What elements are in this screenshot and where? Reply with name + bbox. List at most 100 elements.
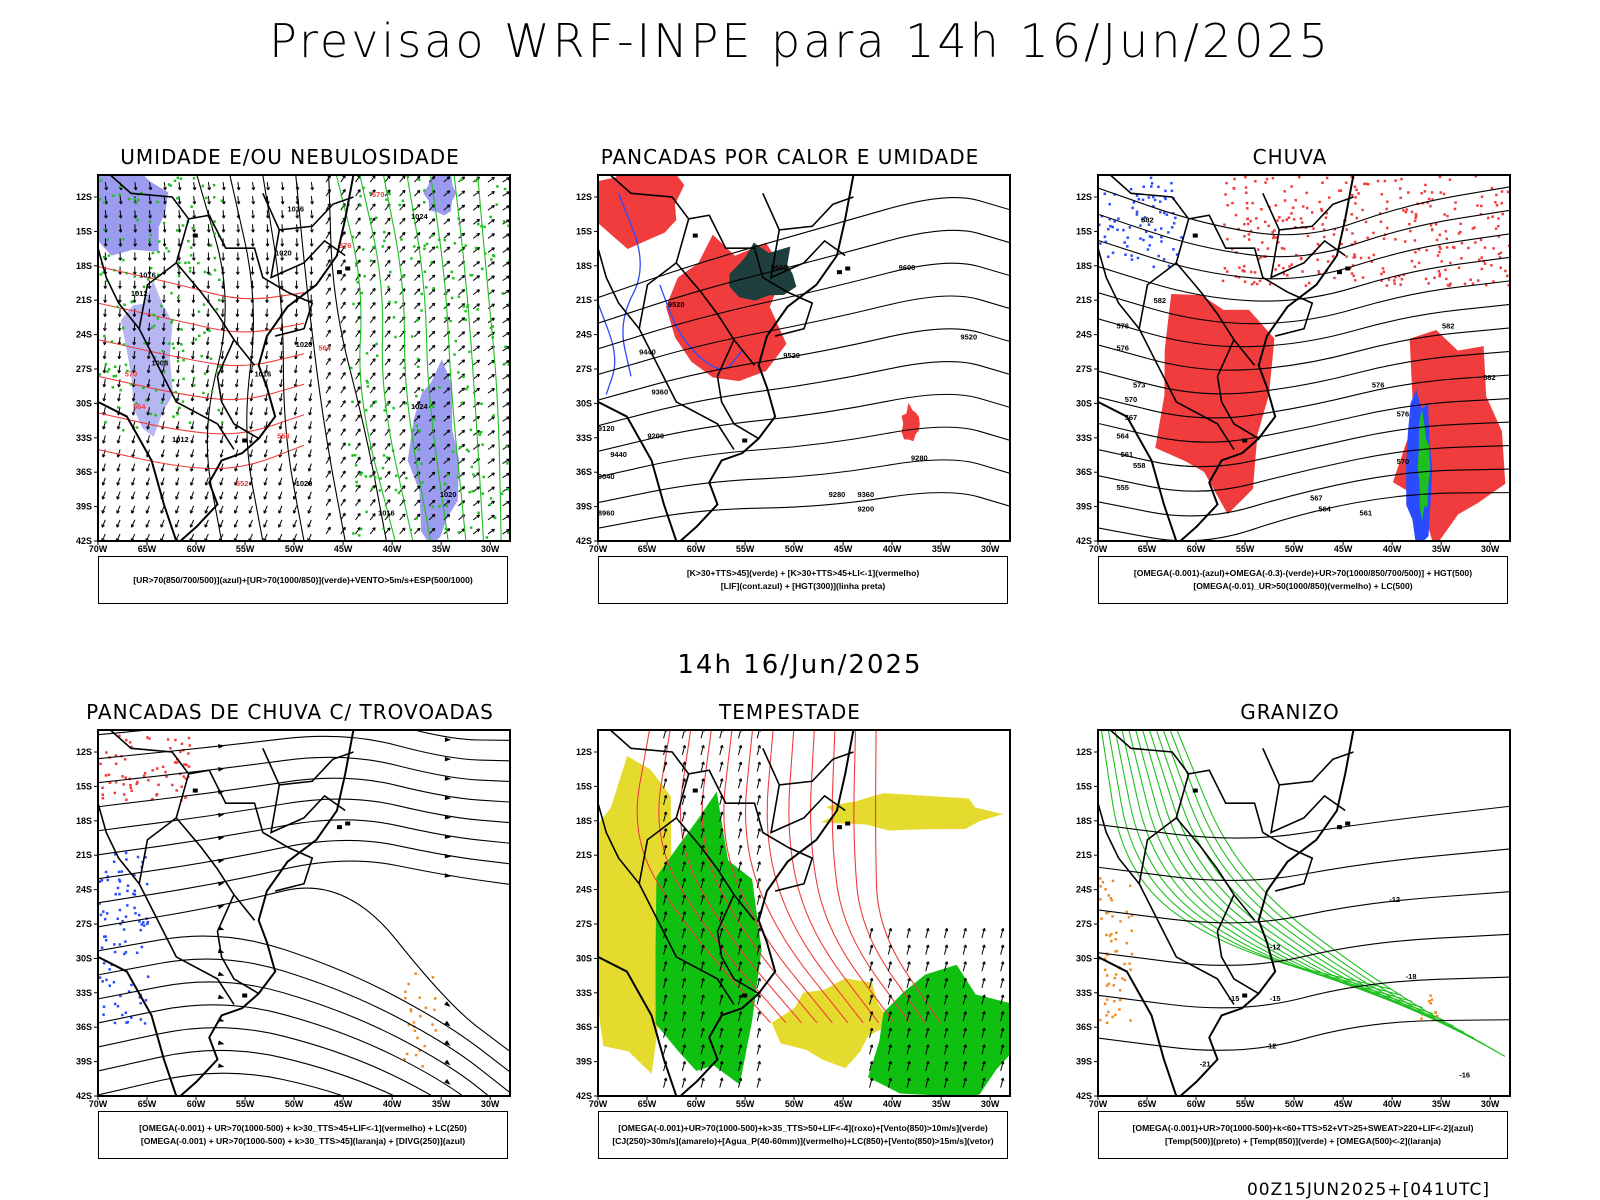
lat-label: 15S: [76, 781, 92, 791]
contour-label: 582: [1154, 296, 1167, 305]
speckle: [1105, 974, 1109, 977]
speckle: [364, 475, 368, 478]
country-border: [1098, 802, 1140, 885]
wind-arrow: [264, 477, 268, 486]
arrow-head: [431, 471, 436, 476]
wind-arrow: [443, 486, 451, 493]
speckle: [414, 972, 417, 975]
speckle: [407, 1023, 411, 1027]
arrow-head: [294, 313, 299, 317]
speckle: [181, 400, 185, 403]
speckle: [112, 374, 116, 378]
arrow-head: [701, 977, 705, 982]
wind-arrow: [700, 1077, 705, 1088]
wind-arrow: [281, 196, 284, 205]
speckle: [1098, 877, 1102, 880]
contour-label: 1016: [287, 205, 304, 214]
speckle: [457, 295, 461, 298]
speckle: [103, 201, 106, 204]
streamline: [1098, 445, 1510, 492]
wind-arrow: [325, 329, 331, 338]
speckle: [180, 328, 183, 331]
speckle: [1099, 898, 1102, 901]
stream-arrow: [217, 881, 225, 887]
speckle: [173, 761, 177, 764]
arrow-head: [235, 327, 240, 332]
wind-arrow: [413, 330, 421, 338]
speckle: [1354, 195, 1357, 199]
wind-arrow: [399, 358, 406, 366]
arrow-head: [944, 1027, 949, 1032]
wind-arrow: [369, 386, 376, 394]
speckle: [500, 492, 504, 495]
speckle: [1357, 192, 1360, 195]
arrow-head: [738, 861, 743, 865]
arrow-head: [907, 994, 911, 998]
speckle: [404, 401, 408, 405]
arrow-head: [117, 355, 122, 360]
arrow-head: [263, 468, 268, 472]
wind-arrow: [163, 224, 166, 233]
speckle: [142, 774, 146, 778]
wind-arrow: [443, 443, 451, 450]
speckle: [101, 786, 104, 790]
speckle: [194, 338, 197, 341]
arrow-head: [327, 329, 331, 334]
lon-label: 70W: [89, 1099, 108, 1109]
speckle: [1277, 241, 1280, 244]
arrow-head: [387, 386, 391, 391]
wind-arrow: [700, 978, 705, 988]
arrow-head: [701, 927, 705, 932]
speckle: [102, 961, 106, 965]
speckle: [1147, 223, 1151, 226]
streamline: [598, 361, 1010, 427]
speckle: [135, 402, 139, 405]
speckle: [1158, 200, 1162, 203]
speckle: [1365, 182, 1368, 186]
wind-arrow: [962, 1077, 967, 1088]
arrow-head: [738, 1027, 743, 1032]
arrow-head: [147, 299, 152, 303]
speckle: [406, 175, 410, 178]
arrow-head: [446, 514, 451, 518]
arrow-head: [372, 372, 376, 376]
wind-arrow: [756, 795, 761, 805]
speckle: [373, 476, 377, 479]
speckle: [139, 928, 142, 932]
speckle: [1221, 279, 1225, 283]
speckle: [1163, 211, 1166, 215]
speckle: [1327, 196, 1331, 199]
wind-arrow: [413, 175, 421, 183]
arrow-head: [327, 400, 331, 404]
arrow-head: [293, 440, 297, 444]
speckle: [107, 254, 111, 257]
streamline: [98, 1072, 346, 1096]
speckle: [398, 203, 402, 207]
arrow-head: [446, 302, 451, 307]
arrow-head: [189, 496, 194, 500]
arrow-head: [162, 229, 167, 233]
wind-arrow: [502, 388, 510, 394]
arrow-head: [342, 259, 346, 263]
speckle: [424, 1006, 428, 1010]
speckle: [1259, 256, 1263, 259]
speckle: [1457, 232, 1461, 235]
arrow-head: [476, 514, 480, 518]
lat-label: 33S: [76, 433, 92, 443]
arrow-head: [701, 878, 705, 882]
speckle: [1105, 998, 1109, 1001]
speckle: [365, 379, 369, 383]
speckle: [102, 1005, 106, 1009]
speckle: [161, 765, 165, 769]
wind-arrow: [310, 196, 313, 205]
arrow-head: [307, 454, 312, 458]
wind-arrow: [458, 190, 465, 197]
arrow-head: [757, 744, 761, 749]
wind-arrow: [887, 1077, 892, 1088]
lon-label: 40W: [883, 1099, 902, 1109]
arrow-head: [278, 412, 283, 416]
arrow-head: [888, 927, 893, 932]
speckle: [1126, 245, 1129, 248]
speckle: [215, 307, 219, 311]
speckle: [491, 254, 495, 257]
